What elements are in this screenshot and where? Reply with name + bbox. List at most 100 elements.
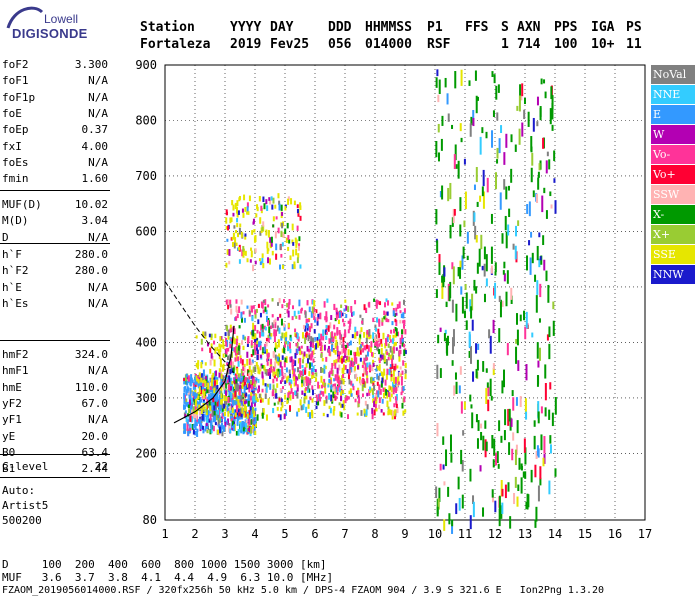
echo-point — [206, 419, 209, 425]
echo-point — [215, 379, 218, 385]
echo-point — [308, 332, 311, 338]
echo-point — [332, 391, 335, 398]
panel-divider — [0, 190, 110, 191]
echo-point — [231, 361, 234, 369]
echo-point — [392, 370, 395, 377]
echo-point — [485, 368, 488, 373]
echo-point — [381, 398, 384, 404]
echo-point — [245, 392, 248, 397]
echo-point — [297, 211, 300, 217]
echo-point — [207, 394, 210, 401]
echo-point — [249, 305, 252, 311]
echo-point — [200, 361, 203, 369]
echo-point — [201, 391, 204, 399]
footer-muf-line: MUF 3.6 3.7 3.8 4.1 4.4 4.9 6.3 10.0 [MH… — [2, 571, 334, 584]
echo-point — [484, 420, 487, 429]
echo-point — [383, 355, 386, 363]
echo-point — [236, 313, 239, 319]
echo-point — [236, 218, 239, 223]
echo-point — [242, 426, 245, 432]
echo-point — [551, 95, 554, 110]
echo-point — [523, 310, 526, 321]
echo-point — [267, 232, 270, 238]
echo-point — [320, 391, 323, 395]
param-label: foE — [2, 106, 22, 120]
echo-point — [259, 312, 262, 318]
echo-point — [491, 71, 494, 77]
echo-point — [284, 394, 287, 400]
echo-point — [436, 498, 439, 515]
echo-point — [380, 343, 383, 347]
echo-point — [394, 313, 397, 317]
echo-point — [279, 313, 282, 318]
echo-point — [312, 299, 315, 305]
echo-point — [524, 471, 527, 479]
echo-point — [287, 234, 290, 240]
echo-point — [242, 345, 245, 351]
echo-point — [382, 387, 385, 392]
echo-point — [304, 337, 307, 344]
echo-point — [397, 381, 400, 385]
echo-point — [241, 317, 244, 323]
echo-point — [444, 329, 447, 335]
echo-point — [234, 349, 237, 356]
echo-point — [229, 336, 232, 344]
echo-point — [377, 390, 380, 398]
echo-point — [252, 305, 255, 309]
echo-point — [228, 249, 231, 256]
echo-point — [267, 338, 270, 343]
echo-point — [376, 381, 379, 386]
echo-point — [341, 312, 344, 317]
echo-point — [389, 397, 392, 402]
header-value-s: 1 — [501, 37, 509, 52]
echo-point — [341, 367, 344, 374]
echo-point — [328, 405, 331, 409]
echo-point — [268, 258, 271, 265]
echo-point — [334, 374, 337, 381]
echo-point — [516, 496, 519, 507]
echo-point — [225, 398, 228, 405]
echo-point — [378, 389, 381, 395]
echo-point — [284, 373, 287, 379]
echo-point — [256, 204, 259, 210]
echo-point — [277, 340, 280, 348]
echo-point — [197, 382, 200, 389]
echo-point — [256, 340, 259, 345]
echo-point — [247, 383, 250, 388]
header-value-year: 2019 — [230, 37, 262, 52]
echo-point — [376, 346, 379, 351]
echo-point — [384, 343, 387, 349]
echo-point — [458, 497, 461, 511]
echo-point — [281, 366, 284, 373]
echo-point — [254, 398, 257, 403]
echo-point — [296, 208, 299, 214]
echo-point — [228, 384, 231, 391]
header-label-year: YYYY — [230, 20, 262, 35]
echo-point — [259, 230, 262, 236]
param-label: MUF(D) — [2, 198, 42, 211]
echo-point — [246, 337, 249, 344]
echo-point — [404, 362, 407, 369]
echo-point — [252, 329, 255, 337]
echo-point — [296, 385, 299, 392]
echo-point — [292, 392, 295, 399]
echo-point — [256, 398, 259, 402]
echo-point — [256, 354, 259, 361]
echo-point — [437, 123, 440, 133]
echo-point — [474, 70, 477, 81]
echo-point — [376, 317, 379, 323]
echo-point — [394, 376, 397, 384]
echo-point — [395, 347, 398, 351]
echo-point — [295, 248, 298, 256]
echo-point — [285, 367, 288, 373]
param-value: N/A — [88, 74, 108, 88]
echo-point — [395, 393, 398, 401]
echo-point — [394, 341, 397, 346]
echo-point — [451, 124, 454, 129]
echo-point — [213, 375, 216, 380]
echo-point — [497, 463, 500, 469]
echo-point — [479, 195, 482, 202]
echo-point — [264, 369, 267, 373]
echo-point — [386, 301, 389, 306]
echo-point — [288, 298, 291, 305]
